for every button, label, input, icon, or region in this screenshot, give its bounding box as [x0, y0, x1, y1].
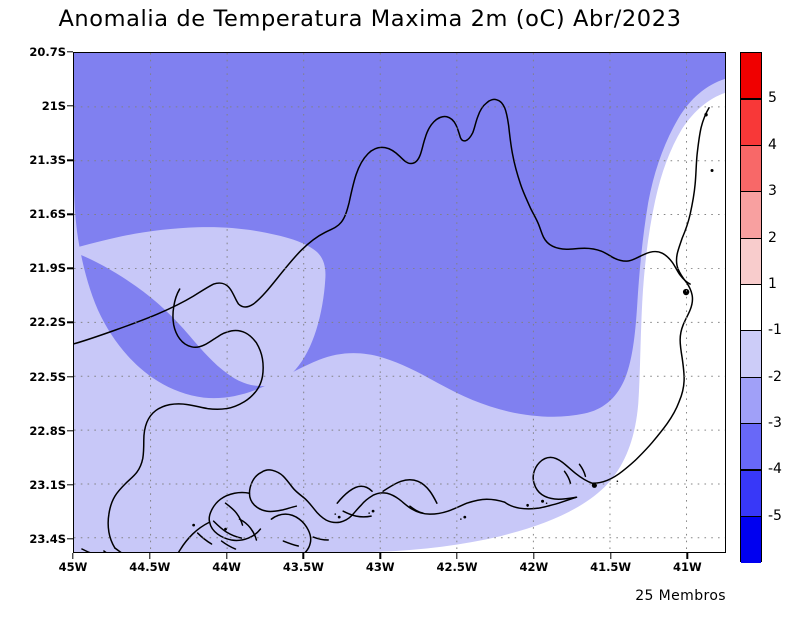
- members-caption: 25 Membros: [635, 588, 726, 604]
- y-tick-label: 23.1S: [29, 477, 66, 492]
- y-tick-label: 21.6S: [29, 207, 66, 222]
- x-tick-label: 42.5W: [436, 560, 478, 574]
- x-tick-label: 42W: [519, 560, 549, 574]
- colorbar-band: [741, 145, 761, 193]
- x-tick-label: 44W: [212, 560, 241, 574]
- colorbar-band: [741, 516, 761, 563]
- y-tick-label: 21.9S: [29, 261, 66, 276]
- colorbar-band: [741, 423, 761, 471]
- colorbar-label: 4: [768, 136, 777, 153]
- colorbar-label: 1: [768, 275, 777, 292]
- x-tick-label: 43W: [365, 560, 395, 574]
- colorbar-label: 5: [768, 90, 777, 107]
- colorbar-label: 2: [768, 229, 777, 246]
- y-tick-label: 22.8S: [29, 423, 66, 438]
- colorbar-label: -1: [768, 322, 782, 339]
- y-tick-label: 20.7S: [29, 45, 66, 59]
- map-svg: [74, 53, 725, 552]
- x-tick-label: 41.5W: [590, 560, 632, 574]
- colorbar[interactable]: [740, 52, 762, 563]
- x-tick-label: 43.5W: [282, 560, 324, 574]
- x-tick-label: 44.5W: [129, 560, 171, 574]
- y-tick-label: 21.3S: [29, 153, 66, 168]
- colorbar-band: [741, 99, 761, 146]
- colorbar-label: 3: [768, 183, 777, 200]
- x-tick-label: 45W: [58, 560, 88, 574]
- y-tick-label: 22.2S: [29, 315, 66, 330]
- x-tick-label: 41W: [673, 560, 702, 574]
- band-minus2-inner-lobe: [74, 227, 326, 387]
- colorbar-band: [741, 284, 761, 332]
- colorbar-band: [741, 53, 761, 100]
- y-tick-label: 21S: [41, 99, 66, 114]
- y-tick-label: 22.5S: [29, 369, 66, 384]
- colorbar-band: [741, 377, 761, 424]
- colorbar-band: [741, 470, 761, 517]
- island-dots: [192, 113, 714, 531]
- page-title: Anomalia de Temperatura Maxima 2m (oC) A…: [58, 6, 682, 32]
- colorbar-band: [741, 331, 761, 378]
- colorbar-label: -2: [768, 368, 782, 385]
- map-plot-area[interactable]: [73, 52, 726, 553]
- gridlines: [74, 53, 725, 552]
- colorbar-label: -4: [768, 461, 782, 478]
- colorbar-label: -5: [768, 507, 782, 524]
- colorbar-band: [741, 192, 761, 239]
- colorbar-band: [741, 238, 761, 285]
- colorbar-label: -3: [768, 414, 782, 431]
- y-tick-label: 23.4S: [29, 531, 66, 546]
